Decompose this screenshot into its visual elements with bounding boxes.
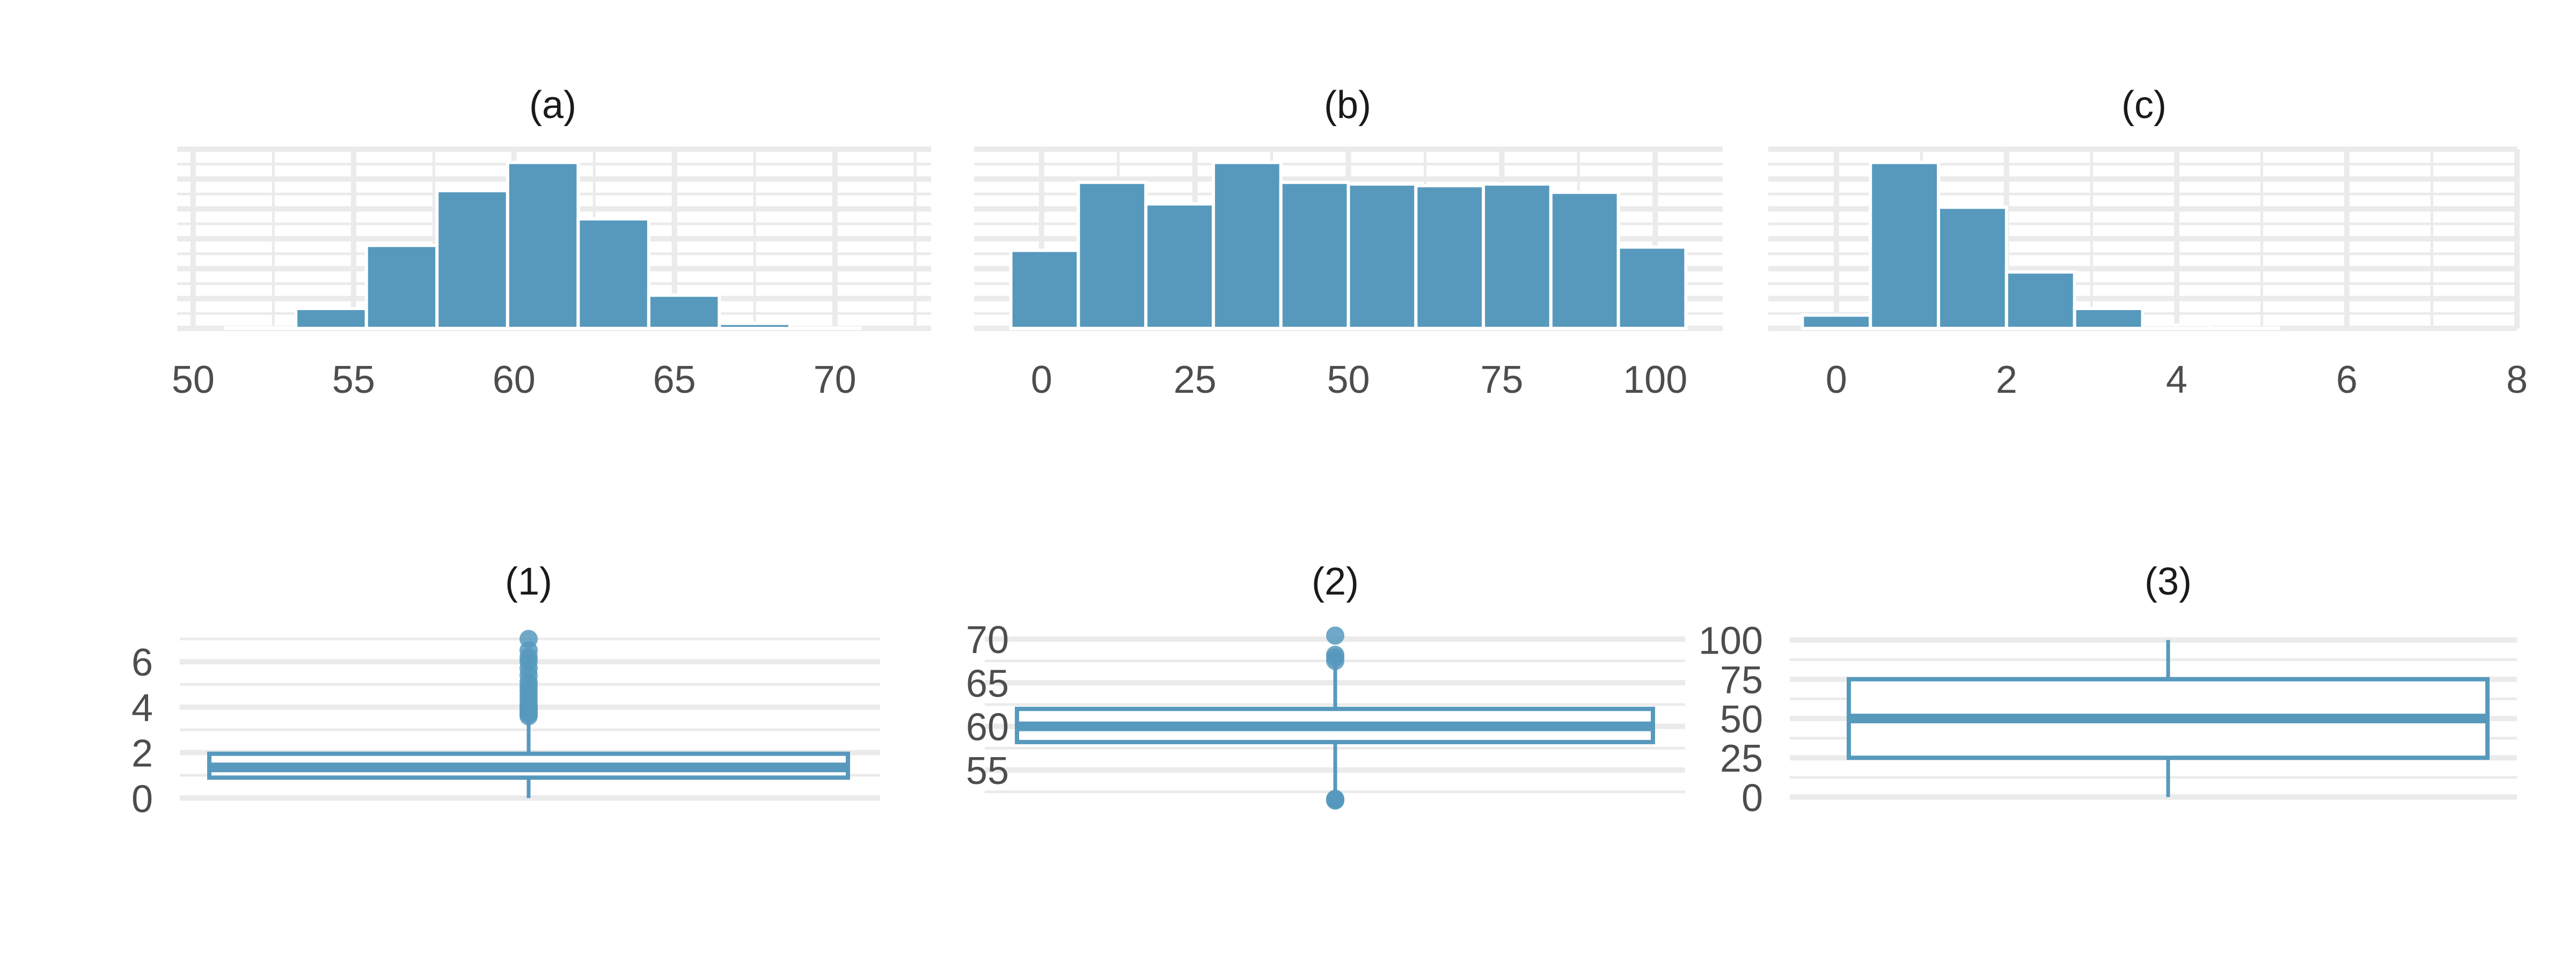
histogram-bar — [1414, 184, 1485, 330]
histogram-bar — [1801, 313, 1872, 331]
x-ticks-c: 0 2 4 6 8 — [1826, 358, 2528, 401]
y-tick-label: 65 — [966, 662, 1009, 705]
x-tick-label: 4 — [2166, 358, 2187, 401]
histogram-bar — [1211, 160, 1283, 330]
histogram-bar — [1549, 190, 1620, 330]
x-tick-label: 2 — [1996, 358, 2017, 401]
panel-title-1: (1) — [505, 560, 552, 603]
histogram-bar — [2004, 270, 2076, 330]
y-tick-label: 55 — [966, 750, 1009, 793]
outlier-point — [519, 629, 538, 648]
histogram-bar — [718, 321, 792, 331]
x-tick-label: 55 — [332, 358, 375, 401]
panel-title-c: (c) — [2121, 84, 2167, 127]
x-ticks-a: 50 55 60 65 70 — [172, 358, 857, 401]
bars-b — [1009, 160, 1688, 331]
y-tick-label: 60 — [966, 706, 1009, 749]
panel-title-3: (3) — [2145, 560, 2192, 603]
x-tick-label: 8 — [2506, 358, 2528, 401]
histogram-bar — [2141, 323, 2213, 331]
histogram-bar — [435, 189, 509, 330]
y-tick-label: 0 — [131, 778, 153, 820]
y-tick-label: 6 — [131, 641, 153, 684]
histogram-bar — [1279, 180, 1350, 330]
histogram-bar — [1144, 202, 1215, 330]
outlier-point — [1326, 789, 1344, 808]
histogram-bar — [1009, 248, 1080, 331]
y-tick-label: 100 — [1699, 620, 1763, 663]
panel-title-2: (2) — [1312, 560, 1359, 603]
histogram-panel-c: (c) 0 2 4 6 8 — [1768, 84, 2528, 401]
x-tick-label: 50 — [1327, 358, 1370, 401]
panel-title-a: (a) — [529, 84, 576, 127]
box-3 — [1847, 640, 2490, 797]
box-2 — [1015, 626, 1655, 810]
panel-title-b: (b) — [1324, 84, 1371, 127]
y-tick-label: 50 — [1720, 698, 1763, 741]
histogram-bar — [506, 160, 580, 330]
histogram-bar — [1346, 182, 1418, 330]
histogram-bar — [647, 294, 721, 330]
histogram-bar — [1077, 180, 1148, 330]
histogram-panel-b: (b) 0 25 50 75 100 — [974, 84, 1723, 401]
y-tick-label: 25 — [1720, 737, 1763, 780]
y-tick-label: 75 — [1720, 659, 1763, 702]
outlier-point — [1326, 626, 1344, 645]
histogram-bar — [576, 217, 650, 330]
x-tick-label: 25 — [1174, 358, 1217, 401]
x-tick-label: 50 — [172, 358, 215, 401]
y-tick-label: 0 — [1741, 776, 1763, 819]
histogram-bar — [1482, 182, 1553, 330]
x-tick-label: 100 — [1623, 358, 1687, 401]
y-tick-label: 4 — [131, 687, 153, 730]
outlier-point — [1326, 646, 1344, 664]
histogram-panel-a: (a) 50 55 60 65 70 — [172, 84, 931, 401]
bars-a — [223, 160, 862, 331]
histogram-bar — [294, 306, 368, 331]
box-1 — [207, 629, 850, 798]
histogram-bar — [2073, 306, 2145, 331]
histogram-bar — [364, 244, 439, 330]
histogram-bar — [1616, 245, 1688, 330]
x-tick-label: 0 — [1826, 358, 1847, 401]
x-ticks-b: 0 25 50 75 100 — [1031, 358, 1688, 401]
x-tick-label: 70 — [814, 358, 857, 401]
x-tick-label: 65 — [653, 358, 696, 401]
y-tick-label: 2 — [131, 732, 153, 775]
x-tick-label: 75 — [1480, 358, 1523, 401]
histogram-bar — [1937, 206, 2008, 331]
histogram-bar — [1869, 160, 1941, 330]
x-tick-label: 6 — [2336, 358, 2358, 401]
y-tick-label: 70 — [966, 619, 1009, 662]
bars-c — [1801, 160, 2281, 331]
x-tick-label: 0 — [1031, 358, 1052, 401]
x-tick-label: 60 — [493, 358, 536, 401]
